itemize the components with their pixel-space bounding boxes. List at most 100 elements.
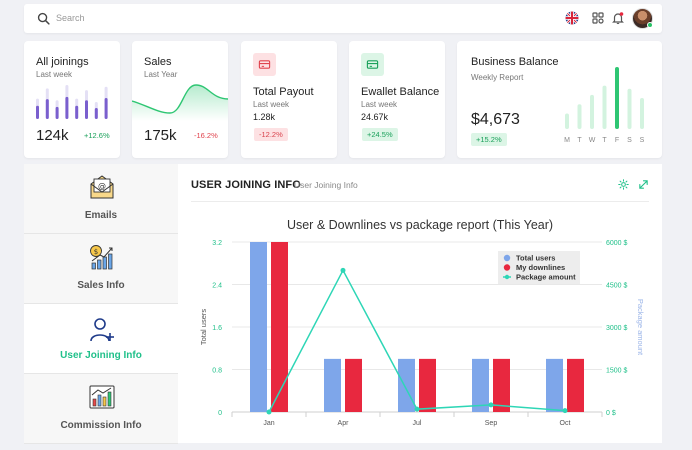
weekly-bar: [565, 113, 569, 129]
y2-tick-label: 1500 $: [606, 368, 628, 375]
package-amount-point: [488, 402, 494, 408]
y-tick-label: 2.4: [212, 283, 222, 290]
legend-box: [498, 251, 580, 284]
sidebar-item-commission-info[interactable]: Commission Info: [24, 374, 178, 444]
card-subtitle: Last Year: [144, 70, 178, 79]
card-change: +12.6%: [84, 131, 110, 140]
y-tick-label: 3.2: [212, 240, 222, 247]
search-icon[interactable]: [37, 12, 50, 25]
bar-my-downlines: [493, 358, 510, 412]
card-title: Ewallet Balance: [361, 86, 440, 98]
sidebar-item-emails[interactable]: @ Emails: [24, 164, 178, 234]
package-amount-point: [414, 406, 420, 412]
y2-tick-label: 3000 $: [606, 325, 628, 332]
wallet-icon: [366, 60, 379, 69]
weekday-label: T: [577, 137, 582, 144]
card-subtitle: Last week: [361, 100, 398, 109]
joinings-sparkbars: [36, 85, 108, 119]
card-title: Sales: [144, 56, 172, 68]
business-balance-card: Business Balance Weekly Report $4,673 +1…: [457, 41, 662, 158]
sidebar-item-label: Sales Info: [77, 280, 125, 291]
email-icon: @: [90, 175, 114, 199]
sidebar-item-user-joining-info[interactable]: User Joining Info: [24, 304, 178, 374]
ewallet-balance-card: Ewallet Balance Last week 24.67k +24.5%: [349, 41, 445, 158]
spark-bar: [65, 96, 69, 119]
sidebar-item-sales-info[interactable]: $ Sales Info: [24, 234, 178, 304]
weekly-bar: [627, 88, 632, 129]
sales-card: Sales Last Year 175k -16.2%: [132, 41, 228, 158]
weekday-label: S: [640, 137, 645, 144]
bar-my-downlines: [345, 358, 362, 412]
payout-icon-box: [253, 53, 276, 76]
x-tick-label: Jan: [263, 420, 274, 427]
sidebar-item-label: Commission Info: [60, 420, 142, 431]
sales-sparkline: [132, 84, 228, 121]
spark-bar: [85, 100, 88, 119]
online-status-dot: [647, 22, 653, 28]
total-payout-card: Total Payout Last week 1.28k -12.2%: [241, 41, 337, 158]
card-change-badge: -12.2%: [254, 128, 288, 141]
y2-axis-title: Package amount: [636, 299, 645, 356]
legend-swatch-point: [504, 274, 510, 280]
sales-growth-icon: $: [90, 245, 113, 270]
card-title: Business Balance: [471, 56, 559, 68]
card-change-badge: +24.5%: [362, 128, 398, 141]
spark-bar: [75, 105, 79, 119]
y-tick-label: 0.8: [212, 368, 222, 375]
package-amount-line: [268, 268, 566, 413]
bar-total-users: [472, 358, 489, 412]
legend-swatch: [503, 264, 511, 271]
x-tick-label: Sep: [485, 420, 498, 427]
y2-tick-label: 4500 $: [606, 283, 628, 290]
legend-label: Package amount: [516, 273, 576, 282]
package-amount-point: [266, 409, 272, 415]
y-tick-label: 0: [218, 410, 222, 417]
commission-chart-icon: [89, 385, 115, 409]
avatar[interactable]: [632, 8, 653, 29]
x-tick-label: Apr: [338, 420, 350, 427]
bar-total-users: [250, 242, 267, 412]
settings-gear-icon[interactable]: [618, 179, 629, 190]
panel-subtitle: User Joining Info: [294, 180, 358, 190]
spark-bar: [36, 105, 39, 119]
search-input[interactable]: [56, 10, 356, 26]
spark-bar: [55, 106, 59, 119]
bell-icon[interactable]: [611, 11, 625, 25]
bar-my-downlines: [271, 242, 288, 412]
card-value: 175k: [144, 127, 177, 144]
sidebar-item-label: Emails: [84, 210, 118, 221]
svg-text:@: @: [98, 182, 106, 191]
legend-label: My downlines: [516, 263, 565, 272]
ewallet-icon-box: [361, 53, 384, 76]
uk-flag-icon[interactable]: [565, 11, 579, 25]
chart-title: User & Downlines vs package report (This…: [287, 218, 553, 232]
card-change-badge: +15.2%: [471, 133, 507, 146]
bar-total-users: [398, 358, 415, 412]
card-value: $4,673: [471, 111, 520, 128]
weekly-bar: [640, 98, 644, 129]
sidebar-item-label: User Joining Info: [60, 350, 142, 361]
bar-total-users: [546, 358, 563, 412]
payment-card-icon: [258, 60, 271, 69]
card-value: 124k: [36, 127, 69, 144]
y2-tick-label: 6000 $: [606, 240, 628, 247]
apps-grid-icon[interactable]: [591, 11, 605, 25]
joining-combo-chart: User & Downlines vs package report (This…: [199, 218, 645, 427]
weekly-bar: [615, 67, 619, 129]
expand-icon[interactable]: [638, 179, 649, 190]
y2-tick-label: 0 $: [606, 410, 616, 417]
card-subtitle: Last week: [36, 70, 73, 79]
card-value: 1.28k: [253, 112, 276, 122]
panel-title: USER JOINING INFO: [191, 179, 301, 191]
legend-swatch: [503, 254, 511, 262]
card-subtitle: Last week: [253, 100, 290, 109]
bar-my-downlines: [419, 358, 436, 412]
weekday-label: M: [564, 137, 570, 144]
weekday-label: T: [602, 137, 607, 144]
weekday-label: S: [627, 137, 632, 144]
card-change: -16.2%: [194, 131, 218, 140]
spark-bar: [45, 99, 49, 119]
bar-my-downlines: [567, 358, 584, 412]
card-title: All joinings: [36, 56, 89, 68]
